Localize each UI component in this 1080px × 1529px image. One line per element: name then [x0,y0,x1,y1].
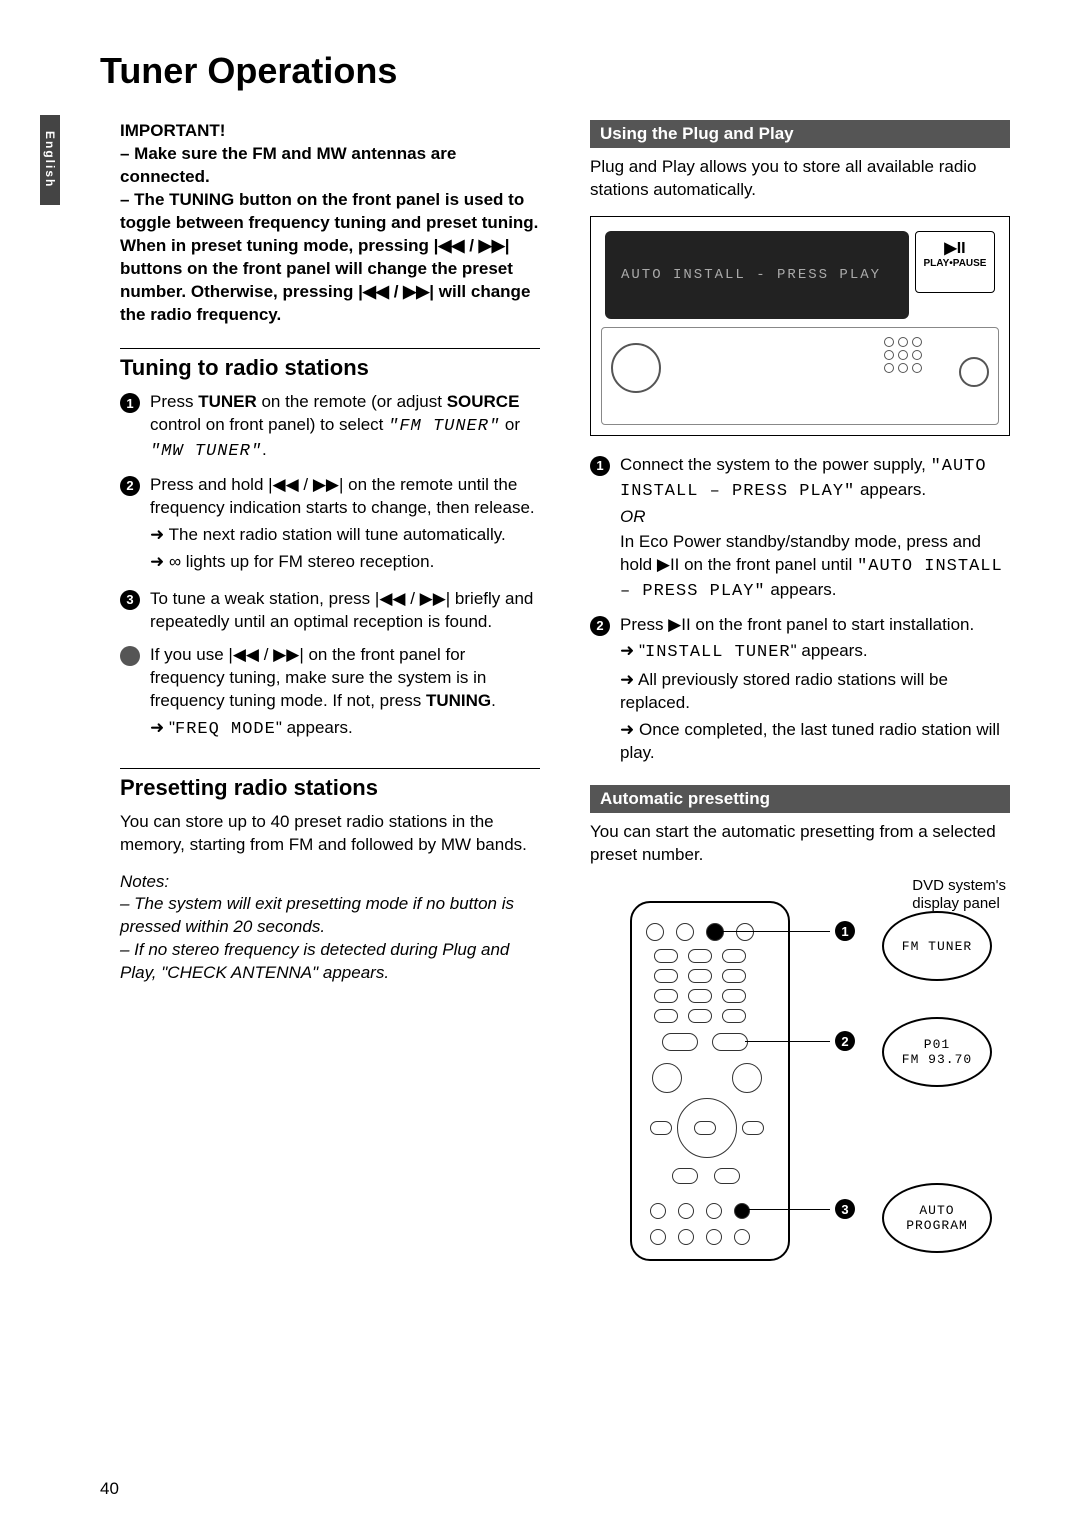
step-4: If you use |◀◀ / ▶▶| on the front panel … [120,644,540,746]
page-number: 40 [100,1479,119,1499]
plug-play-header: Using the Plug and Play [590,120,1010,148]
display-2: P01 FM 93.70 [882,1017,992,1087]
device-illustration: AUTO INSTALL - PRESS PLAY ▶II PLAY•PAUSE [590,216,1010,436]
right-column: Using the Plug and Play Plug and Play al… [590,120,1010,1277]
install-tuner: INSTALL TUNER [645,643,791,662]
step-number-icon: 2 [590,616,610,636]
p2-sub1: "INSTALL TUNER" appears. [620,640,1010,665]
step2-text: Press and hold |◀◀ / ▶▶| on the remote u… [150,475,535,517]
step-number-icon: 1 [590,456,610,476]
knob-icon [611,343,661,393]
step1-or: or [500,415,520,434]
step3-text: To tune a weak station, press |◀◀ / ▶▶| … [150,589,533,631]
play-pause-icon: ▶II [916,238,994,258]
step2-sub2: ∞ lights up for FM stereo reception. [150,551,540,574]
remote-illustration: DVD system's display panel [590,877,1010,1277]
tuning-title: Tuning to radio stations [120,348,540,381]
presetting-title: Presetting radio stations [120,768,540,801]
notes-block: Notes: – The system will exit presetting… [120,871,540,986]
note-2: – If no stereo frequency is detected dur… [120,939,540,985]
step-3: 3 To tune a weak station, press |◀◀ / ▶▶… [120,588,540,634]
step4-tuning: TUNING [426,691,491,710]
step1-text: Press [150,392,198,411]
auto-intro: You can start the automatic presetting f… [590,821,1010,867]
left-column: IMPORTANT! – Make sure the FM and MW ant… [90,120,540,1277]
q2: " appears. [791,641,868,660]
q2: " appears. [276,718,353,737]
step1-fm: "FM TUNER" [388,417,500,436]
p2-a: Press ▶II on the front panel to start in… [620,615,974,634]
device-panel [601,327,999,425]
note-1: – The system will exit presetting mode i… [120,893,540,939]
panel-label: DVD system's display panel [912,877,1006,913]
preset-intro: You can store up to 40 preset radio stat… [120,811,540,857]
p1-or: OR [620,506,1010,529]
callout-2-icon: 2 [835,1031,855,1051]
callout-1-icon: 1 [835,921,855,941]
step-number-icon: 2 [120,476,140,496]
display-3: AUTO PROGRAM [882,1183,992,1253]
page-title: Tuner Operations [100,50,1010,92]
step1-text3: control on front panel) to select [150,415,388,434]
step-2: 2 Press and hold |◀◀ / ▶▶| on the remote… [120,474,540,578]
step1-dot: . [262,440,267,459]
small-buttons [884,337,939,407]
plug-step-1: 1 Connect the system to the power supply… [590,454,1010,604]
step-number-icon: 3 [120,590,140,610]
important-line-1: – Make sure the FM and MW antennas are c… [120,143,540,189]
step1-mw: "MW TUNER" [150,442,262,461]
p2-sub3: Once completed, the last tuned radio sta… [620,719,1010,765]
bullet-icon [120,646,140,666]
important-label: IMPORTANT! [120,120,540,143]
language-tab: English [40,115,60,205]
p1-f: appears. [766,580,837,599]
display-1: FM TUNER [882,911,992,981]
plug-step-2: 2 Press ▶II on the front panel to start … [590,614,1010,770]
step2-sub1: The next radio station will tune automat… [150,524,540,547]
device-lcd: AUTO INSTALL - PRESS PLAY [605,231,909,319]
important-line-2: – The TUNING button on the front panel i… [120,189,540,327]
p2-sub2: All previously stored radio stations wil… [620,669,1010,715]
p1-c: appears. [855,480,926,499]
step-1: 1 Press TUNER on the remote (or adjust S… [120,391,540,464]
plug-intro: Plug and Play allows you to store all av… [590,156,1010,202]
important-block: IMPORTANT! – Make sure the FM and MW ant… [120,120,540,326]
freq-mode: FREQ MODE [175,720,276,739]
callout-3-icon: 3 [835,1199,855,1219]
remote-body [630,901,790,1261]
step1-source: SOURCE [447,392,520,411]
notes-label: Notes: [120,871,540,894]
knob-icon [959,357,989,387]
step1-tuner: TUNER [198,392,257,411]
play-pause-callout: ▶II PLAY•PAUSE [915,231,995,293]
step1-text2: on the remote (or adjust [257,392,447,411]
play-pause-label: PLAY•PAUSE [916,258,994,269]
p1-a: Connect the system to the power supply, [620,455,931,474]
auto-preset-header: Automatic presetting [590,785,1010,813]
step4-dot: . [491,691,496,710]
step4-sub: "FREQ MODE" appears. [150,717,540,742]
step-number-icon: 1 [120,393,140,413]
